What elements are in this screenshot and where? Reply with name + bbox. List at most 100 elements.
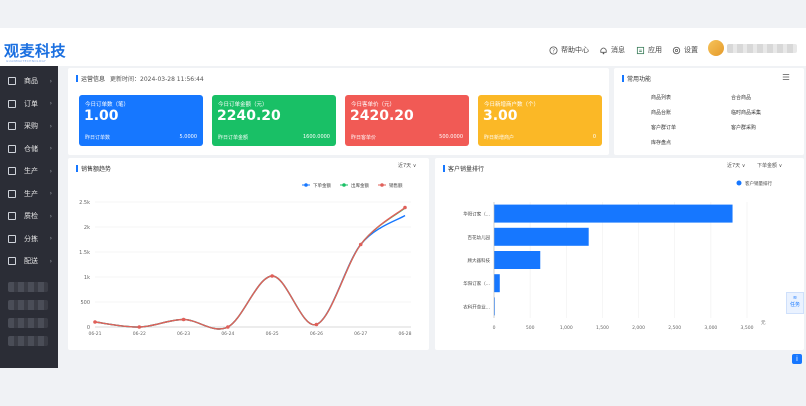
common-function-link[interactable]: 临时商品采集 [731,110,762,116]
kpi-value: 2420.20 [350,108,414,124]
apps-link[interactable]: 应用 [636,43,662,57]
overview-title-text: 运营信息 [81,76,106,83]
rank-metric-select[interactable]: 下单金额 ∨ [757,163,783,169]
user-avatar[interactable] [708,40,724,56]
common-function-link[interactable]: 客户群采购 [731,125,757,131]
sidebar-item[interactable]: 采购 › [8,120,56,132]
customer-rank-title: 客户销量排行 [443,164,484,173]
sidebar-item[interactable]: 配送 › [8,255,56,267]
title-accent [622,75,624,82]
kpi-card[interactable]: 今日新增商户数（个） 3.00 昨日新增商户 0 [478,95,602,146]
chevron-right-icon: › [49,235,52,242]
bar[interactable] [494,251,541,269]
svg-text:?: ? [552,48,555,54]
common-function-link[interactable]: 商品列表 [651,95,672,101]
legend-marker [342,183,346,187]
y-tick-label: 1k [84,275,90,281]
chevron-right-icon: › [49,100,52,107]
task-badge[interactable]: ≋ 任务 [786,292,804,314]
chevron-right-icon: › [49,167,52,175]
data-point[interactable] [403,205,407,210]
task-badge-label: 任务 [789,302,800,308]
sidebar-item[interactable]: 订单 › [8,98,56,110]
bar[interactable] [494,297,495,316]
data-point[interactable] [226,325,230,329]
sales-trend-title-text: 销售额趋势 [81,166,112,173]
sidebar-item[interactable]: 质检 › [8,210,56,222]
sidebar-item[interactable]: 商品 › [8,75,56,87]
legend-label[interactable]: 下单金额 [313,182,331,189]
sidebar-item[interactable]: 生产 › [8,188,56,200]
common-function-link[interactable]: 商品台账 [651,110,672,116]
info-icon[interactable]: i [792,354,802,364]
help-center-link[interactable]: ? 帮助中心 [549,43,589,57]
common-title: 常用功能 [622,74,651,83]
x-tick-label: 2,000 [632,325,645,331]
bar[interactable] [494,204,733,223]
x-tick-label: 06-22 [133,331,146,337]
bar[interactable] [494,274,500,293]
sidebar-item[interactable]: 分拣 › [8,233,56,245]
rank-range-select[interactable]: 近7天 ∨ [727,163,746,169]
sidebar-item-label: 配送 [24,257,38,265]
common-function-link[interactable]: 客户群订单 [651,125,677,131]
x-tick-label: 06-26 [310,331,323,337]
category-label: 顾大器科技 [468,257,491,264]
top-bar [0,28,806,66]
apps-label: 应用 [648,46,662,54]
sidebar-item-hidden[interactable] [8,282,48,292]
sidebar-item-hidden[interactable] [8,318,48,328]
sales-range-select[interactable]: 近7天 ∨ [398,163,417,169]
kpi-value: 1.00 [84,108,119,124]
legend-label[interactable]: 销售额 [389,182,403,189]
common-function-link[interactable]: 库存盘点 [651,140,672,146]
x-tick-label: 2,500 [668,325,681,331]
menu-item-icon [8,234,16,243]
legend-label[interactable]: 客户销量排行 [745,180,772,187]
sidebar-item[interactable]: 生产 › [8,165,56,177]
sidebar-item-hidden[interactable] [8,336,48,346]
x-tick-label: 06-24 [221,331,234,337]
data-point[interactable] [93,320,97,324]
kpi-value: 2240.20 [217,108,281,124]
sidebar-item-label: 生产 [24,189,38,198]
menu-icon[interactable] [782,73,790,81]
bar[interactable] [494,227,589,246]
kpi-card[interactable]: 今日订单数（笔） 1.00 昨日订单数 5.0000 [79,95,203,146]
sidebar [0,66,58,368]
y-tick-label: 1.5k [79,250,90,256]
kpi-card[interactable]: 今日订单金额（元） 2240.20 昨日订单金额 1600.0000 [212,95,336,146]
data-point[interactable] [314,322,319,327]
kpi-card[interactable]: 今日客单价（元） 2420.20 昨日客单价 500.0000 [345,95,469,146]
notices-link[interactable]: 消息 [599,43,625,57]
data-point[interactable] [358,242,363,247]
user-name-blurred[interactable] [727,44,797,53]
kpi-footer-label: 昨日订单数 [85,135,111,141]
data-point[interactable] [137,325,142,329]
common-functions-panel: 常用功能 商品列表 合合商品商品台账 临时商品采集客户群订单 客户群采购库存盘点 [614,68,804,155]
bell-icon [600,47,607,54]
settings-link[interactable]: 设置 [672,43,698,57]
chevron-right-icon: › [49,212,52,220]
kpi-footer-value: 0 [592,134,596,140]
data-point[interactable] [270,274,274,278]
x-tick-label: 1,000 [560,325,573,331]
common-function-link[interactable]: 合合商品 [731,95,752,101]
kpi-title: 今日订单金额（元） [218,102,268,108]
sidebar-item-hidden[interactable] [8,300,48,310]
x-tick-label: 06-21 [88,331,101,337]
brand-logo[interactable]: 观麦科技 [4,42,67,60]
kpi-footer-value: 1600.0000 [302,134,330,140]
kpi-footer-label: 昨日客单价 [351,135,377,141]
series-line [94,214,406,330]
sales-trend-panel: 销售额趋势 近7天 ∨ 0 500 1k 1.5k 2k 2.5k 06-21 06-22 06… [68,158,429,350]
y-tick-label: 2.5k [79,200,90,206]
sidebar-item[interactable]: 仓储 › [8,143,56,155]
menu-item-icon [8,144,16,153]
overview-panel: 运营信息 更新时间：2024-03-28 11:56:44 今日订单数（笔） 1.… [68,68,609,155]
data-point[interactable] [181,317,186,322]
chevron-right-icon: › [49,257,52,265]
legend-label[interactable]: 出库金额 [351,182,369,189]
notices-label: 消息 [611,46,625,54]
sidebar-item-label: 质检 [24,212,38,220]
